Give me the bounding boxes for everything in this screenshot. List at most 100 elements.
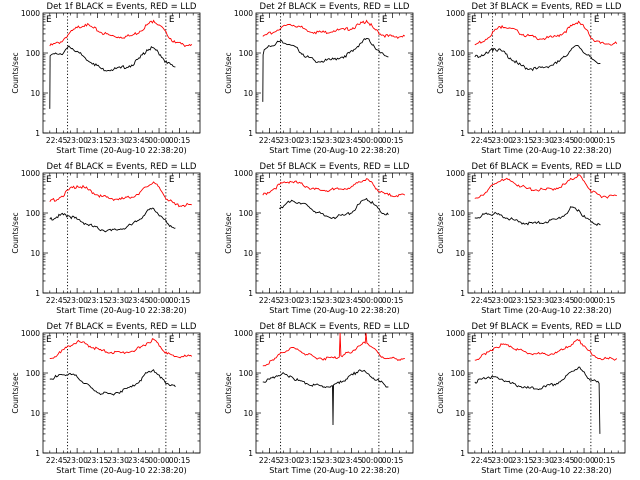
y-axis-label: Counts/sec bbox=[224, 212, 233, 253]
x-tick-label: 00:00 bbox=[148, 136, 170, 145]
x-tick-label: 00:00 bbox=[573, 296, 595, 305]
x-tick-label: 23:00 bbox=[279, 296, 301, 305]
y-tick-label: 1000 bbox=[446, 9, 465, 18]
x-tick-label: 00:00 bbox=[361, 296, 383, 305]
panel-title: Det 7f BLACK = Events, RED = LLD bbox=[47, 322, 197, 332]
x-axis-label: Start Time (20-Aug-10 22:38:20) bbox=[56, 146, 187, 155]
x-tick-label: 00:00 bbox=[361, 456, 383, 465]
y-tick-label: 10 bbox=[455, 89, 465, 98]
marker-label-e: E bbox=[594, 335, 600, 345]
events-series-line bbox=[474, 44, 601, 72]
x-tick-label: 22:45 bbox=[259, 296, 281, 305]
marker-label-e: E bbox=[471, 175, 477, 185]
x-tick-label: 23:15 bbox=[512, 456, 534, 465]
x-tick-label: 23:00 bbox=[491, 296, 513, 305]
y-tick-label: 1000 bbox=[21, 169, 40, 178]
plot-frame bbox=[42, 332, 201, 454]
x-tick-label: 00:00 bbox=[361, 136, 383, 145]
events-series-line bbox=[49, 45, 176, 109]
panel-det-9f: Det 9f BLACK = Events, RED = LLD 1 10 100 10… bbox=[436, 322, 626, 475]
y-tick-label: 100 bbox=[26, 49, 41, 58]
x-tick-label: 23:45 bbox=[553, 296, 575, 305]
lld-series-line bbox=[49, 181, 192, 208]
x-tick-label: 23:15 bbox=[512, 136, 534, 145]
marker-label-e: E bbox=[471, 15, 477, 25]
x-tick-label: 23:45 bbox=[128, 136, 150, 145]
marker-label-e: E bbox=[382, 15, 388, 25]
panel-title: Det 8f BLACK = Events, RED = LLD bbox=[260, 322, 410, 332]
y-tick-label: 1000 bbox=[21, 9, 40, 18]
x-tick-label: 23:45 bbox=[128, 456, 150, 465]
y-tick-label: 1000 bbox=[234, 329, 253, 338]
x-tick-label: 00:15 bbox=[382, 456, 404, 465]
x-tick-label: 23:45 bbox=[553, 136, 575, 145]
y-axis-label: Counts/sec bbox=[436, 372, 445, 413]
x-tick-label: 23:30 bbox=[320, 456, 342, 465]
y-tick-label: 1000 bbox=[234, 9, 253, 18]
lld-series-line bbox=[474, 20, 618, 46]
x-tick-label: 00:00 bbox=[573, 136, 595, 145]
panel-title: Det 1f BLACK = Events, RED = LLD bbox=[47, 2, 197, 12]
x-tick-label: 22:45 bbox=[471, 456, 493, 465]
x-tick-label: 23:15 bbox=[87, 136, 109, 145]
x-tick-label: 22:45 bbox=[471, 296, 493, 305]
plot-frame bbox=[255, 332, 414, 454]
plot-frame bbox=[42, 172, 201, 294]
x-tick-label: 00:15 bbox=[169, 296, 191, 305]
events-series-line bbox=[279, 197, 389, 220]
x-tick-label: 23:45 bbox=[553, 456, 575, 465]
x-tick-label: 00:15 bbox=[594, 296, 616, 305]
y-tick-label: 1 bbox=[460, 289, 465, 298]
y-tick-label: 1 bbox=[248, 449, 253, 458]
y-tick-label: 1000 bbox=[234, 169, 253, 178]
y-tick-label: 10 bbox=[30, 249, 40, 258]
x-tick-label: 23:15 bbox=[87, 456, 109, 465]
x-tick-label: 00:15 bbox=[382, 296, 404, 305]
marker-label-e: E bbox=[594, 15, 600, 25]
x-tick-label: 23:00 bbox=[66, 456, 88, 465]
lld-series-line bbox=[474, 338, 618, 361]
marker-label-e: E bbox=[594, 175, 600, 185]
x-tick-label: 23:45 bbox=[341, 456, 363, 465]
y-tick-label: 10 bbox=[30, 409, 40, 418]
x-axis-label: Start Time (20-Aug-10 22:38:20) bbox=[481, 146, 612, 155]
marker-label-e: E bbox=[382, 175, 388, 185]
panel-title: Det 2f BLACK = Events, RED = LLD bbox=[260, 2, 410, 12]
panel-title: Det 6f BLACK = Events, RED = LLD bbox=[472, 162, 622, 172]
panel-title: Det 9f BLACK = Events, RED = LLD bbox=[472, 322, 622, 332]
x-axis-label: Start Time (20-Aug-10 22:38:20) bbox=[269, 466, 400, 475]
events-series-line bbox=[49, 369, 176, 396]
marker-label-e: E bbox=[46, 175, 52, 185]
y-tick-label: 1 bbox=[35, 129, 40, 138]
marker-label-e: E bbox=[259, 15, 265, 25]
plot-frame bbox=[255, 12, 414, 134]
panel-det-8f: Det 8f BLACK = Events, RED = LLD 1 10 100 10… bbox=[224, 322, 414, 475]
x-tick-label: 00:15 bbox=[382, 136, 404, 145]
events-series-line bbox=[474, 366, 601, 434]
x-tick-label: 23:00 bbox=[491, 456, 513, 465]
x-tick-label: 23:30 bbox=[532, 296, 554, 305]
x-tick-label: 23:30 bbox=[107, 136, 129, 145]
y-axis-label: Counts/sec bbox=[224, 52, 233, 93]
marker-label-e: E bbox=[382, 335, 388, 345]
marker-label-e: E bbox=[169, 175, 175, 185]
plot-frame bbox=[467, 172, 626, 294]
x-axis-label: Start Time (20-Aug-10 22:38:20) bbox=[481, 466, 612, 475]
y-tick-label: 100 bbox=[239, 209, 254, 218]
y-tick-label: 10 bbox=[455, 249, 465, 258]
lld-series-line bbox=[49, 338, 193, 359]
y-tick-label: 10 bbox=[243, 89, 253, 98]
x-tick-label: 00:15 bbox=[594, 456, 616, 465]
y-axis-label: Counts/sec bbox=[224, 372, 233, 413]
x-tick-label: 22:45 bbox=[46, 296, 68, 305]
y-tick-label: 100 bbox=[239, 369, 254, 378]
x-tick-label: 23:30 bbox=[532, 136, 554, 145]
lld-series-line bbox=[49, 19, 193, 48]
marker-label-e: E bbox=[169, 15, 175, 25]
y-axis-label: Counts/sec bbox=[11, 52, 20, 93]
x-tick-label: 23:15 bbox=[300, 136, 322, 145]
x-tick-label: 23:30 bbox=[107, 456, 129, 465]
x-axis-label: Start Time (20-Aug-10 22:38:20) bbox=[269, 306, 400, 315]
y-axis-label: Counts/sec bbox=[11, 372, 20, 413]
